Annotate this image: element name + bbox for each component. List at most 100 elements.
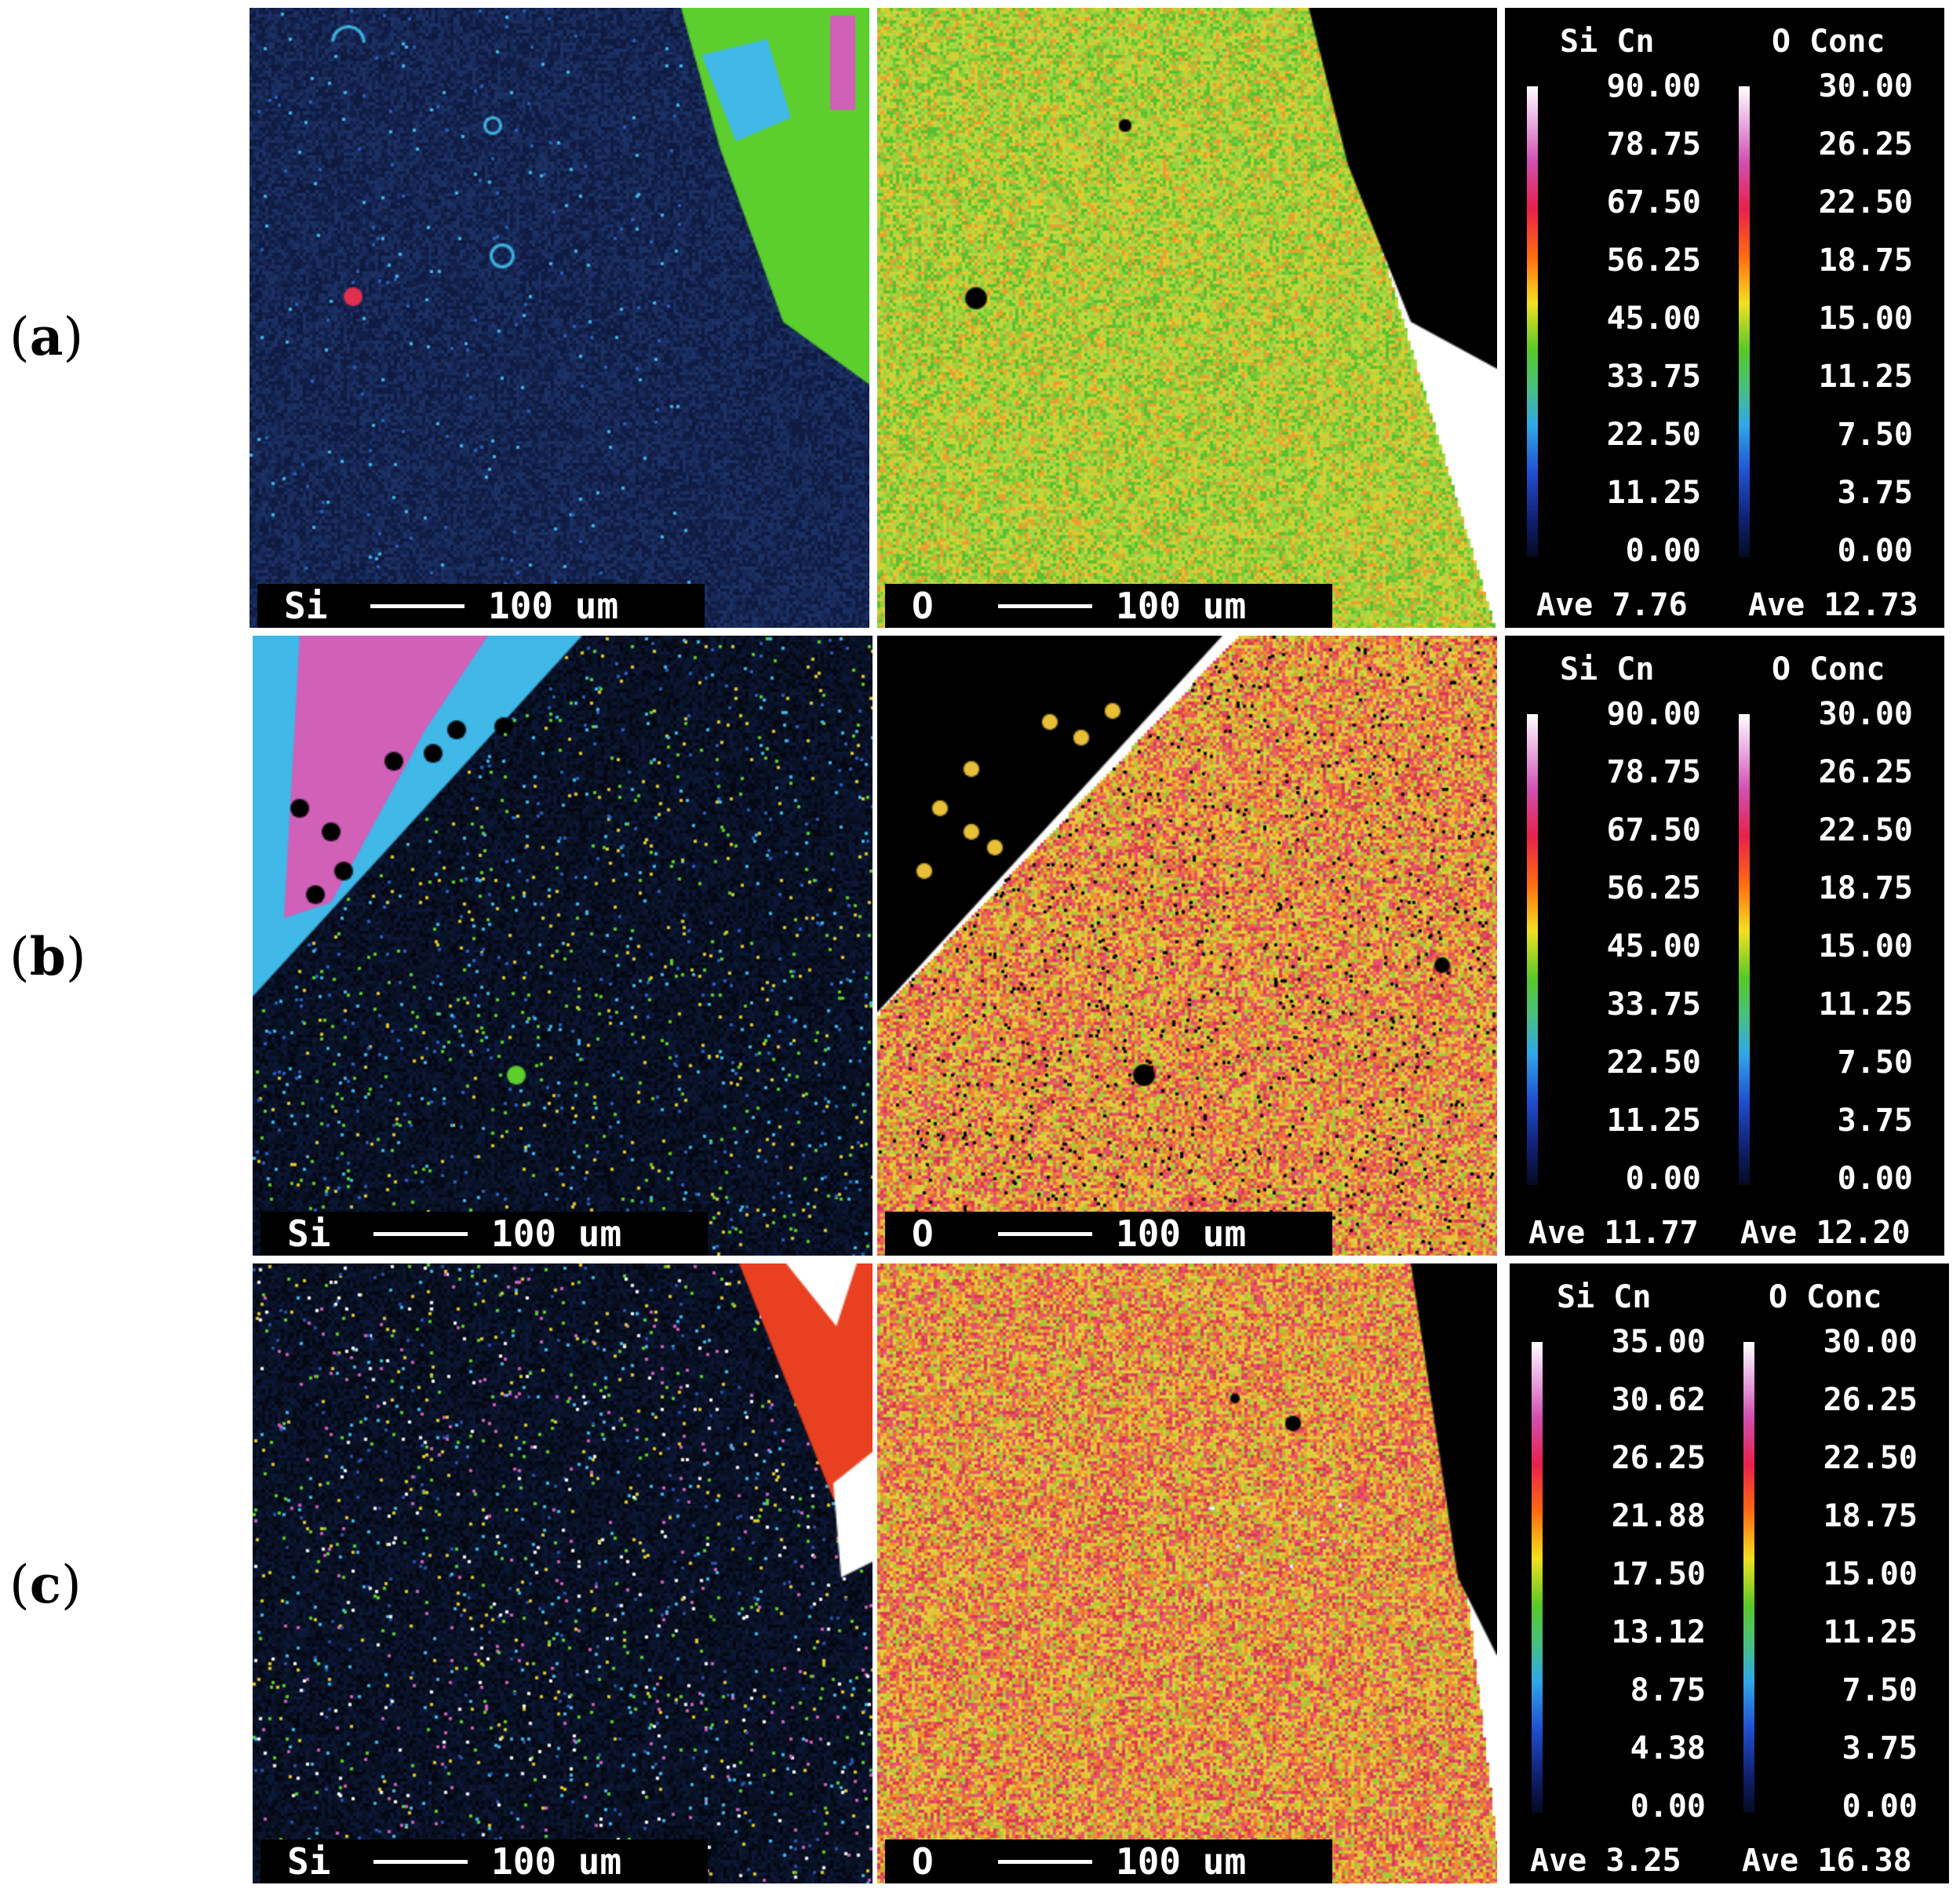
scale-bar: Si 100 um: [260, 1839, 708, 1883]
tick-label: 0.00: [1630, 1788, 1706, 1825]
o-tick-labels: 30.00 26.25 22.50 18.75 15.00 11.25 7.50 3.75 0.…: [1764, 698, 1913, 1201]
figure-row-b: (b) Si 100 um O 100 um Si Cn O Conc 90.0…: [0, 636, 1960, 1256]
tick-label: 22.50: [1606, 417, 1701, 453]
tick-label: 11.25: [1606, 1103, 1701, 1139]
tick-label: 56.25: [1606, 242, 1701, 279]
tick-label: 0.00: [1842, 1788, 1918, 1825]
element-label: O: [912, 1212, 934, 1255]
tick-label: 22.50: [1823, 1440, 1918, 1476]
o-map-panel-b: O 100 um: [877, 636, 1497, 1256]
tick-label: 35.00: [1611, 1324, 1706, 1360]
tick-label: 15.00: [1818, 928, 1913, 964]
o-average: Ave 12.20: [1740, 1215, 1911, 1251]
tick-label: 90.00: [1606, 696, 1701, 732]
figure-row-a: (a) Si 100 um O 100 um Si Cn O Conc 90.0…: [0, 8, 1960, 628]
si-tick-labels: 35.00 30.62 26.25 21.88 17.50 13.12 8.75 4.38 0.…: [1557, 1326, 1706, 1829]
scale-line: [370, 603, 464, 608]
scale-bar: O 100 um: [885, 584, 1332, 628]
si-colorbar: 90.00 78.75 67.50 56.25 45.00 33.75 22.50 11.25…: [1505, 698, 1701, 1201]
tick-label: 78.75: [1606, 126, 1701, 162]
scale-bar: Si 100 um: [257, 584, 705, 628]
tick-label: 21.88: [1611, 1498, 1706, 1534]
tick-label: 26.25: [1611, 1440, 1706, 1476]
tick-label: 3.75: [1842, 1730, 1918, 1767]
o-legend-title: O Conc: [1769, 1279, 1882, 1315]
tick-label: 4.38: [1630, 1730, 1706, 1767]
element-label: Si: [287, 1212, 331, 1255]
scale-line: [998, 1859, 1092, 1864]
tick-label: 0.00: [1837, 533, 1913, 569]
si-average: Ave 7.76: [1536, 587, 1688, 623]
o-map-panel-c: O 100 um: [877, 1263, 1497, 1883]
figure-row-c: (c) Si 100 um O 100 um Si Cn O Conc 35.0…: [0, 1263, 1960, 1883]
scale-length: 100 um: [491, 1212, 622, 1255]
si-tick-labels: 90.00 78.75 67.50 56.25 45.00 33.75 22.50 11.25…: [1552, 71, 1701, 573]
tick-label: 33.75: [1606, 359, 1701, 395]
tick-label: 17.50: [1611, 1556, 1706, 1592]
o-tick-labels: 30.00 26.25 22.50 18.75 15.00 11.25 7.50 3.75 0.…: [1764, 71, 1913, 573]
tick-label: 56.25: [1606, 870, 1701, 906]
si-map-panel-b: Si 100 um: [253, 636, 873, 1256]
si-map-panel-a: Si 100 um: [250, 8, 869, 628]
tick-label: 11.25: [1818, 986, 1913, 1023]
tick-label: 11.25: [1606, 475, 1701, 511]
si-gradient-bar: [1527, 86, 1538, 557]
tick-label: 18.75: [1818, 242, 1913, 279]
o-map-image: [877, 636, 1497, 1256]
si-map-image: [253, 1263, 873, 1883]
scale-length: 100 um: [488, 585, 619, 627]
si-colorbar: 35.00 30.62 26.25 21.88 17.50 13.12 8.75 4.38 0.…: [1510, 1326, 1706, 1829]
scale-length: 100 um: [1116, 1840, 1247, 1883]
si-tick-labels: 90.00 78.75 67.50 56.25 45.00 33.75 22.50 11.25…: [1552, 698, 1701, 1201]
element-label: O: [912, 1840, 934, 1883]
row-label-b: (b): [9, 926, 86, 987]
tick-label: 11.25: [1823, 1614, 1918, 1650]
si-map-panel-c: Si 100 um: [253, 1263, 873, 1883]
tick-label: 3.75: [1837, 1103, 1913, 1139]
si-legend-title: Si Cn: [1557, 1279, 1652, 1315]
si-average: Ave 3.25: [1530, 1843, 1681, 1879]
row-label-a: (a): [9, 306, 84, 367]
si-colorbar: 90.00 78.75 67.50 56.25 45.00 33.75 22.50 11.25…: [1505, 71, 1701, 573]
tick-label: 30.00: [1823, 1324, 1918, 1360]
element-label: Si: [287, 1840, 331, 1883]
si-average: Ave 11.77: [1528, 1215, 1699, 1251]
o-map-panel-a: O 100 um: [877, 8, 1497, 628]
tick-label: 26.25: [1818, 754, 1913, 790]
si-map-image: [250, 8, 869, 628]
o-legend-title: O Conc: [1772, 24, 1885, 60]
tick-label: 0.00: [1837, 1161, 1913, 1197]
tick-label: 0.00: [1625, 1161, 1701, 1197]
tick-label: 7.50: [1837, 1045, 1913, 1081]
o-colorbar: 30.00 26.25 22.50 18.75 15.00 11.25 7.50 3.75 0.…: [1717, 71, 1913, 573]
si-map-image: [253, 636, 873, 1256]
o-gradient-bar: [1743, 1342, 1754, 1813]
tick-label: 30.00: [1818, 68, 1913, 104]
si-legend-title: Si Cn: [1560, 651, 1655, 687]
scale-bar: O 100 um: [885, 1839, 1332, 1883]
tick-label: 7.50: [1842, 1672, 1918, 1708]
scale-bar: O 100 um: [885, 1212, 1332, 1256]
tick-label: 18.75: [1823, 1498, 1918, 1534]
tick-label: 33.75: [1606, 986, 1701, 1023]
scale-length: 100 um: [491, 1840, 622, 1883]
tick-label: 22.50: [1818, 812, 1913, 848]
tick-label: 45.00: [1606, 928, 1701, 964]
o-colorbar: 30.00 26.25 22.50 18.75 15.00 11.25 7.50 3.75 0.…: [1717, 698, 1913, 1201]
scale-length: 100 um: [1116, 1212, 1247, 1255]
tick-label: 45.00: [1606, 301, 1701, 337]
tick-label: 8.75: [1630, 1672, 1706, 1708]
color-legend-a: Si Cn O Conc 90.00 78.75 67.50 56.25 45.00 33…: [1505, 8, 1944, 628]
scale-line: [998, 1231, 1092, 1236]
o-average: Ave 12.73: [1748, 587, 1918, 623]
tick-label: 30.62: [1611, 1382, 1706, 1418]
o-map-image: [877, 1263, 1497, 1883]
si-gradient-bar: [1527, 714, 1538, 1185]
tick-label: 26.25: [1823, 1382, 1918, 1418]
tick-label: 11.25: [1818, 359, 1913, 395]
element-label: O: [912, 585, 934, 627]
o-gradient-bar: [1739, 714, 1750, 1185]
si-gradient-bar: [1532, 1342, 1543, 1813]
tick-label: 22.50: [1606, 1045, 1701, 1081]
scale-line: [373, 1859, 468, 1864]
